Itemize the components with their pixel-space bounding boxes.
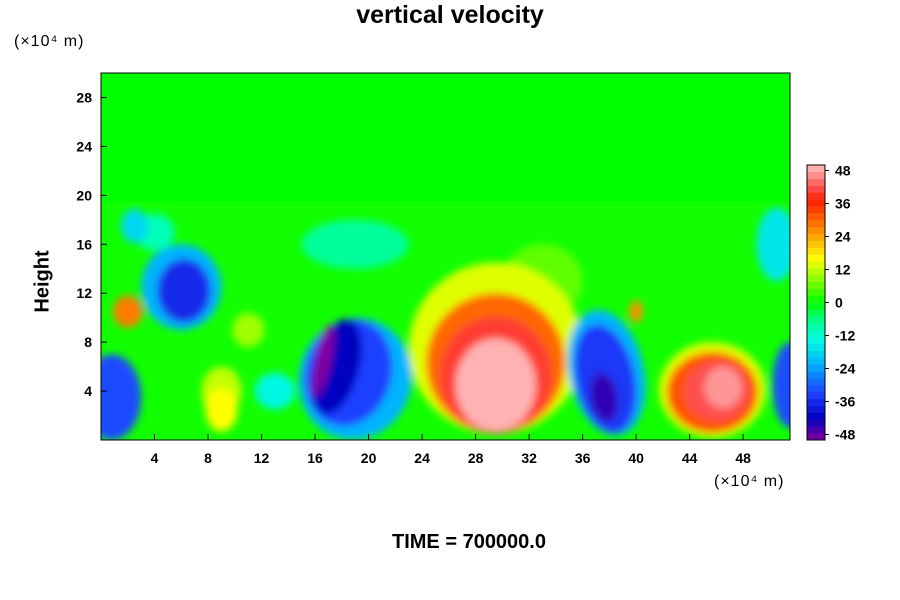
colorbar-tick-label: -36 (835, 394, 855, 410)
x-tick-label: 36 (575, 450, 591, 466)
x-tick-label: 4 (151, 450, 159, 466)
colorbar-swatch (807, 419, 825, 427)
colorbar-swatch (807, 220, 825, 228)
colorbar-swatch (807, 199, 825, 207)
colorbar-swatch (807, 357, 825, 365)
colorbar: 48 36 24 12 0 -12 -24 -36 -48 (806, 163, 855, 443)
plot-field (101, 73, 790, 440)
x-tick-label: 44 (682, 450, 698, 466)
colorbar-swatch (807, 233, 825, 241)
colorbar-swatch (807, 336, 825, 345)
colorbar-swatch (807, 178, 825, 186)
colorbar-swatch (807, 192, 825, 200)
colorbar-swatch (807, 185, 825, 193)
x-tick-label: 24 (414, 450, 430, 466)
colorbar-tick-label: 36 (835, 196, 851, 212)
downdraft-core (312, 324, 335, 397)
colorbar-swatch (807, 275, 825, 283)
colorbar-swatch (807, 295, 825, 303)
y-tick-label: 20 (76, 187, 92, 203)
colorbar-swatch (807, 206, 825, 214)
colorbar-swatch (807, 433, 825, 441)
downdraft-small (254, 372, 295, 410)
downdraft-small (121, 208, 148, 244)
colorbar-swatch (807, 309, 825, 317)
colorbar-swatch (807, 254, 825, 262)
downdraft-core (590, 372, 618, 422)
colorbar-swatch (807, 426, 825, 434)
colorbar-swatch (807, 281, 825, 290)
colorbar-swatch (807, 350, 825, 358)
colorbar-swatch (807, 226, 825, 235)
updraft-small (205, 387, 238, 432)
colorbar-swatch (807, 316, 825, 324)
x-axis-unit: (×10⁴ m) (714, 473, 785, 490)
field-perturbation (756, 207, 790, 281)
colorbar-tick-label: -24 (835, 361, 855, 377)
colorbar-tick-label: 24 (835, 229, 851, 245)
y-tick-label: 28 (76, 89, 92, 105)
field-perturbation (301, 219, 409, 269)
updraft-small (629, 300, 643, 323)
colorbar-swatch (807, 343, 825, 351)
plot-border (100, 72, 791, 441)
colorbar-swatch (807, 391, 825, 400)
colorbar-swatch (807, 288, 825, 296)
downdraft-mid (157, 258, 211, 323)
y-axis: 4 8 12 16 20 24 28 (76, 89, 107, 399)
colorbar-swatch (807, 323, 825, 331)
colorbar-swatch (807, 240, 825, 248)
y-tick-label: 8 (84, 334, 92, 350)
x-tick-label: 28 (468, 450, 484, 466)
downdraft-edge (101, 354, 142, 440)
y-axis-unit: (×10⁴ m) (14, 33, 85, 50)
x-tick-label: 40 (628, 450, 644, 466)
x-axis: 4 8 12 16 20 24 28 32 36 40 44 48 (151, 434, 751, 466)
y-tick-label: 16 (76, 236, 92, 252)
colorbar-swatch (807, 165, 825, 173)
x-tick-label: 32 (521, 450, 537, 466)
colorbar-tick-label: -12 (835, 328, 855, 344)
downdraft-edge (772, 342, 790, 428)
x-tick-label: 8 (204, 450, 212, 466)
x-tick-label: 12 (254, 450, 270, 466)
colorbar-swatch (807, 302, 825, 310)
y-tick-label: 24 (76, 138, 92, 154)
colorbar-tick-label: -48 (835, 427, 855, 443)
colorbar-tick-label: 48 (835, 163, 851, 179)
colorbar-swatch (807, 371, 825, 379)
chart-title: vertical velocity (356, 1, 544, 29)
updraft-core (704, 366, 742, 409)
colorbar-swatch (807, 268, 825, 276)
colorbar-swatch (807, 364, 825, 372)
colorbar-swatch (807, 405, 825, 413)
colorbar-swatch (807, 412, 825, 420)
colorbar-tick-label: 12 (835, 262, 851, 278)
colorbar-swatch (807, 385, 825, 393)
y-tick-label: 12 (76, 285, 92, 301)
x-tick-label: 20 (361, 450, 377, 466)
colorbar-swatch (807, 171, 825, 180)
colorbar-swatch (807, 213, 825, 221)
x-tick-label: 16 (307, 450, 323, 466)
colorbar-swatch (807, 398, 825, 406)
x-tick-label: 48 (735, 450, 751, 466)
colorbar-tick-label: 0 (835, 295, 843, 311)
y-tick-label: 4 (84, 383, 92, 399)
colorbar-swatch (807, 247, 825, 255)
field-perturbation (232, 312, 265, 348)
time-label: TIME = 700000.0 (392, 531, 546, 553)
colorbar-swatch (807, 378, 825, 386)
updraft-small (113, 295, 143, 328)
colorbar-swatch (807, 330, 825, 338)
colorbar-swatch (807, 261, 825, 269)
updraft-core (455, 338, 536, 432)
